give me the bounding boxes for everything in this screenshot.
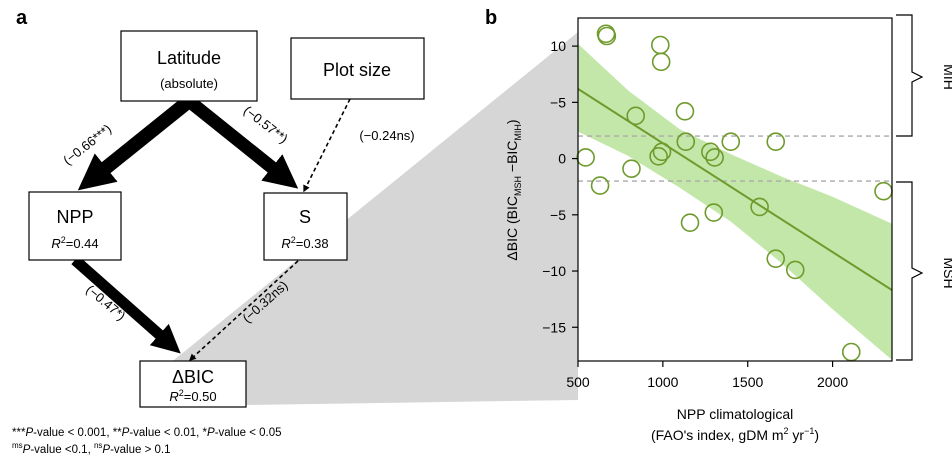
node-dbic: ΔBIC R2=0.50 bbox=[139, 360, 247, 408]
node-latitude: Latitude (absolute) bbox=[120, 30, 258, 102]
x-tick-label-2: 1000 bbox=[647, 374, 678, 390]
x-tick-label-3: 1500 bbox=[732, 374, 763, 390]
data-point-12 bbox=[676, 132, 696, 152]
coef-plotsize-s: (−0.24ns) bbox=[359, 128, 414, 143]
node-npp-title: NPP bbox=[56, 207, 93, 227]
data-point-20 bbox=[766, 249, 786, 268]
confidence-band bbox=[578, 43, 892, 360]
arrow-plotsize-s bbox=[303, 98, 351, 193]
arrow-npp-dbic bbox=[71, 255, 181, 354]
coef-latitude-s: (−0.57**) bbox=[241, 103, 291, 147]
data-point-9 bbox=[622, 159, 641, 178]
bracket-mih-label: MIH bbox=[941, 64, 952, 90]
x-axis-label-line-2: (FAO's index, gDM m2 yr−1) bbox=[651, 426, 819, 443]
bracket-msh-label: MSH bbox=[941, 257, 952, 288]
x-tick-label-1: 500 bbox=[566, 374, 590, 390]
scatter-plot-layer bbox=[576, 24, 893, 362]
panel-b-label: b bbox=[485, 7, 497, 29]
y-tick-label-6: −15 bbox=[542, 319, 566, 335]
arrow-s-dbic bbox=[188, 260, 299, 361]
data-point-11 bbox=[652, 142, 672, 162]
node-s-title: S bbox=[299, 207, 311, 227]
plot-frame bbox=[577, 17, 893, 362]
y-tick-label-2: −5 bbox=[550, 94, 566, 110]
data-point-18 bbox=[704, 203, 724, 222]
zoom-wedge bbox=[142, 32, 578, 405]
data-point-5 bbox=[675, 102, 695, 121]
node-plot-size: Plot size bbox=[290, 37, 425, 100]
data-point-15 bbox=[721, 132, 741, 152]
node-latitude-title: Latitude bbox=[157, 48, 221, 68]
axis-layer: 10 −5 0 −5 −10 −15 500 1000 1500 2000 bbox=[542, 38, 848, 390]
node-s-r2: R2=0.38 bbox=[281, 235, 328, 251]
y-tick-label-1: 10 bbox=[550, 38, 566, 54]
data-point-7 bbox=[576, 148, 595, 167]
data-point-14 bbox=[705, 148, 724, 167]
data-point-16 bbox=[766, 132, 786, 152]
y-tick-label-3: 0 bbox=[558, 151, 566, 167]
panel-a-label: a bbox=[16, 7, 28, 29]
arrow-latitude-s bbox=[184, 95, 299, 189]
data-point-4 bbox=[651, 52, 671, 72]
data-point-10 bbox=[649, 147, 668, 166]
data-point-6 bbox=[626, 106, 646, 126]
node-dbic-title: ΔBIC bbox=[172, 367, 214, 387]
footnote-line-2: msP-value <0.1, nsP-value > 0.1 bbox=[12, 441, 171, 456]
x-tick-label-4: 2000 bbox=[817, 374, 848, 390]
node-npp-r2: R2=0.44 bbox=[51, 235, 98, 251]
data-point-19 bbox=[750, 197, 769, 217]
x-axis-label-line-1: NPP climatological bbox=[677, 406, 793, 422]
node-npp: NPP R2=0.44 bbox=[28, 191, 122, 261]
data-point-8 bbox=[590, 176, 610, 195]
bracket-msh bbox=[896, 181, 924, 361]
bracket-mih bbox=[896, 14, 924, 137]
arrow-latitude-npp bbox=[77, 95, 194, 191]
y-axis-label: ΔBIC (BICMSH −BICMIH) bbox=[504, 119, 523, 260]
node-plot-size-title: Plot size bbox=[323, 60, 391, 80]
data-point-2 bbox=[597, 26, 617, 46]
footnote-line-1: ***P-value < 0.001, **P-value < 0.01, *P… bbox=[12, 427, 282, 439]
node-s: S R2=0.38 bbox=[263, 192, 348, 261]
y-tick-label-4: −5 bbox=[550, 207, 566, 223]
y-tick-label-5: −10 bbox=[542, 263, 566, 279]
data-point-17 bbox=[680, 213, 700, 232]
data-point-21 bbox=[785, 260, 805, 280]
data-point-13 bbox=[701, 142, 720, 162]
node-latitude-subtitle: (absolute) bbox=[160, 76, 218, 91]
node-dbic-r2: R2=0.50 bbox=[169, 388, 216, 404]
